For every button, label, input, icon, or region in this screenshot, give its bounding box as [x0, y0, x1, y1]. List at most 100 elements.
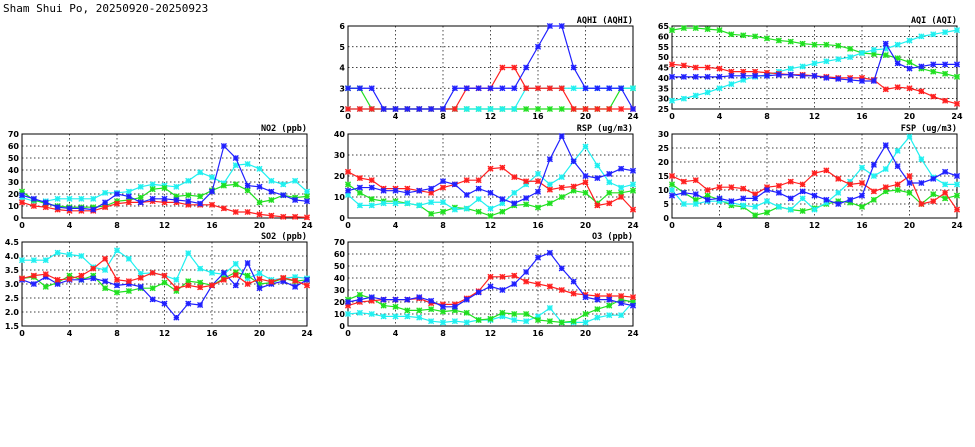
data-point-box — [681, 190, 687, 196]
data-point-box — [835, 76, 841, 82]
data-point — [775, 71, 782, 78]
data-point-box — [835, 190, 841, 196]
data-point — [692, 64, 699, 71]
data-point — [594, 202, 601, 209]
x-tick-label: 4 — [393, 329, 399, 338]
data-point-box — [256, 166, 263, 172]
data-point — [716, 184, 723, 191]
data-point — [930, 191, 937, 198]
data-point — [546, 105, 553, 113]
data-point-box — [499, 313, 505, 319]
y-tick-label: 20 — [658, 158, 670, 167]
data-point — [606, 189, 613, 196]
data-point — [380, 200, 387, 207]
data-point — [546, 181, 553, 188]
data-point — [918, 200, 925, 208]
x-tick-label: 16 — [206, 329, 218, 338]
data-point-box — [594, 175, 600, 181]
data-point — [356, 296, 363, 303]
data-point-box — [942, 181, 948, 187]
data-point-box — [823, 75, 829, 81]
data-point — [534, 170, 542, 177]
data-point-box — [535, 44, 541, 50]
data-point — [546, 156, 553, 163]
y-tick-label: 2.0 — [5, 308, 20, 317]
data-point-box — [381, 200, 387, 206]
data-point-box — [511, 311, 517, 317]
data-point-box — [594, 293, 600, 299]
data-point-box — [693, 201, 699, 207]
data-point — [303, 198, 311, 205]
data-point — [618, 85, 625, 92]
data-point — [799, 181, 806, 188]
data-point — [125, 193, 132, 200]
data-point — [799, 40, 806, 47]
data-point — [392, 187, 399, 194]
data-point — [629, 206, 637, 213]
data-point-box — [197, 280, 203, 286]
data-point — [125, 287, 132, 295]
data-point-box — [499, 274, 505, 280]
data-point — [102, 189, 109, 196]
data-point — [606, 296, 613, 303]
data-point — [740, 185, 747, 192]
x-tick-label: 8 — [764, 221, 770, 230]
data-point-box — [669, 193, 675, 199]
chart-rsp: 0 10 20 30 40 0 4 8 12 16 20 24 RSP (ug/m3) — [334, 124, 639, 230]
data-point — [42, 283, 49, 290]
data-point — [232, 269, 239, 276]
data-point — [570, 318, 577, 325]
data-point — [232, 208, 239, 216]
data-point — [882, 51, 889, 59]
plot-frame — [21, 133, 308, 219]
data-point-box — [126, 278, 132, 284]
y-tick-label: 30 — [658, 130, 670, 139]
data-point-box — [150, 296, 156, 302]
data-point-box — [90, 207, 96, 213]
data-point — [161, 272, 168, 279]
data-point-box — [547, 106, 553, 112]
data-point-box — [357, 175, 363, 181]
data-point-box — [345, 169, 351, 175]
data-point-box — [883, 41, 889, 47]
data-point-box — [669, 173, 675, 179]
data-point — [356, 291, 363, 298]
data-point — [344, 181, 352, 188]
data-point-box — [392, 297, 399, 303]
data-point — [534, 316, 542, 324]
data-point-box — [523, 181, 529, 187]
data-point-box — [464, 177, 470, 183]
data-point-box — [681, 74, 687, 80]
y-tick-label: 40 — [334, 274, 346, 283]
data-point — [716, 27, 723, 34]
y-tick-label: 3.0 — [5, 280, 20, 289]
data-point-box — [535, 281, 541, 287]
data-point-box — [357, 184, 363, 191]
data-point — [668, 27, 676, 34]
data-point — [475, 177, 482, 184]
data-point-box — [835, 176, 841, 182]
data-point — [511, 272, 518, 279]
data-point — [439, 303, 447, 310]
data-point — [942, 97, 949, 104]
data-point — [680, 178, 687, 185]
data-point-box — [523, 106, 529, 112]
data-point-box — [197, 302, 203, 308]
data-point — [344, 302, 352, 309]
data-point-box — [716, 74, 723, 80]
data-point — [113, 289, 121, 296]
data-point-box — [942, 61, 948, 67]
data-point-box — [693, 191, 699, 197]
data-point — [475, 185, 482, 192]
data-point-box — [464, 297, 470, 303]
y-tick-label: 10 — [334, 193, 346, 202]
data-point-box — [369, 106, 375, 112]
data-point-box — [823, 197, 829, 203]
x-tick-label: 4 — [393, 221, 399, 230]
data-point-box — [452, 181, 458, 187]
x-tick-label: 4 — [393, 112, 399, 121]
data-point-box — [511, 317, 517, 323]
data-point-box — [499, 209, 505, 215]
data-point — [463, 296, 470, 303]
